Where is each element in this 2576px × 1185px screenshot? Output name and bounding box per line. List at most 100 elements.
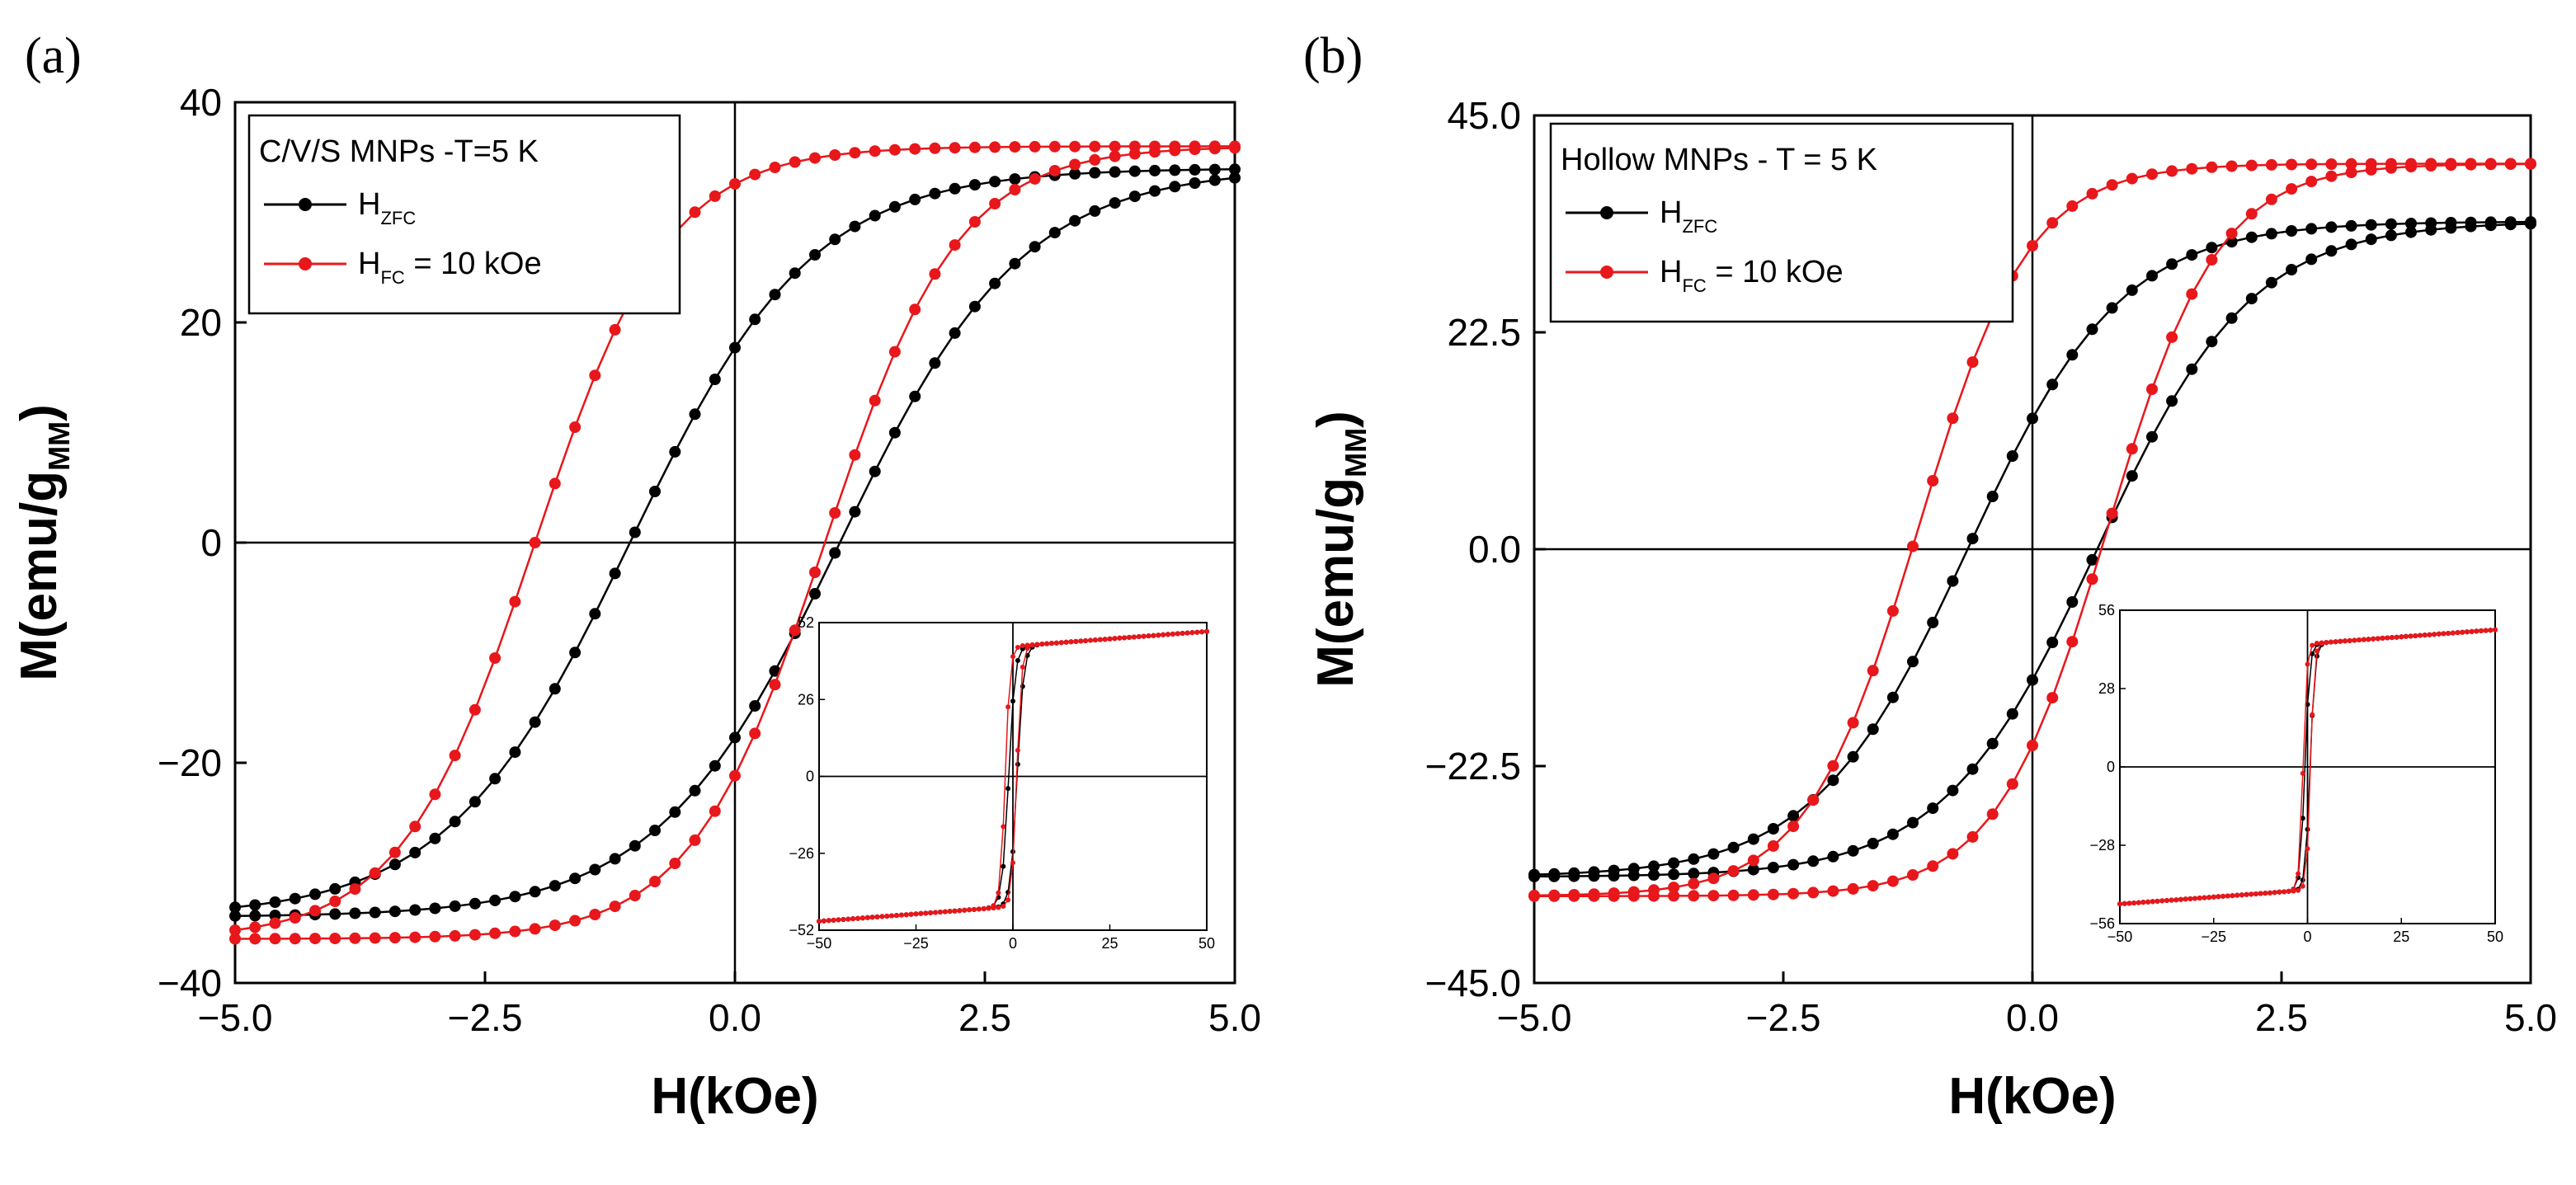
main-data-point <box>1528 889 1540 901</box>
inset-series-fc <box>817 628 1209 924</box>
inset-data-point <box>1127 634 1132 640</box>
main-data-point <box>1189 163 1201 176</box>
main-data-point <box>2225 160 2238 172</box>
main-data-point <box>409 904 421 916</box>
inset-data-point <box>1020 643 1025 648</box>
legend-frame <box>247 114 681 315</box>
panel-label: (b) <box>1303 28 1363 84</box>
main-data-point <box>829 507 841 519</box>
inset-data-point <box>2253 891 2258 896</box>
main-data-point <box>1966 356 1979 369</box>
main-data-point <box>269 917 281 929</box>
inset-data-point <box>1058 640 1064 646</box>
inset-data-point <box>933 910 938 915</box>
main-data-point <box>869 465 881 477</box>
main-data-point <box>1029 172 1041 185</box>
main-data-point <box>249 921 261 933</box>
main-data-point <box>1767 888 1779 901</box>
inset-data-point <box>879 914 885 919</box>
inset-data-point <box>2380 635 2385 641</box>
main-data-point <box>709 805 721 817</box>
main-data-point <box>789 156 801 168</box>
main-data-point <box>2086 323 2098 336</box>
main-data-point <box>1668 868 1680 881</box>
main-data-point <box>749 727 761 740</box>
inset-data-point <box>1151 632 1156 638</box>
main-data-point <box>529 923 541 935</box>
main-data-point <box>2305 158 2318 171</box>
main-data-point <box>2027 674 2038 686</box>
main-data-point <box>1229 172 1241 184</box>
legend-entry-sub: FC <box>1682 275 1706 296</box>
inset-data-point <box>2178 896 2183 902</box>
main-data-point <box>2305 176 2318 188</box>
y-tick-label: −20 <box>158 741 222 784</box>
inset-data-point <box>2164 898 2169 903</box>
main-data-point <box>2006 450 2018 462</box>
inset-data-point <box>2446 631 2451 636</box>
inset-data-point <box>1102 637 1108 642</box>
inset-data-point <box>1005 786 1011 792</box>
main-data-point <box>509 925 521 938</box>
inset-data-point <box>1146 633 1151 639</box>
main-data-point <box>1048 227 1061 239</box>
main-data-point <box>549 880 561 892</box>
main-data-point <box>1747 889 1759 901</box>
main-data-point <box>1907 869 1919 881</box>
main-data-point <box>1029 140 1041 153</box>
main-data-point <box>2166 165 2178 177</box>
main-data-point <box>1867 723 1879 736</box>
main-data-point <box>1827 774 1839 787</box>
inset-y-tick-label: −52 <box>789 922 814 938</box>
inset-data-point <box>2366 637 2371 642</box>
main-data-point <box>1767 823 1779 835</box>
inset-data-point <box>2239 892 2244 898</box>
main-data-point <box>1109 166 1121 178</box>
main-data-point <box>2265 228 2277 240</box>
main-data-point <box>689 834 701 846</box>
main-data-point <box>1986 491 1999 502</box>
main-data-point <box>1009 257 1021 270</box>
main-data-point <box>2027 240 2038 252</box>
main-data-point <box>2504 158 2517 170</box>
legend-entry-label: HFC = 10 kOe <box>358 247 542 288</box>
inset-data-point <box>845 916 851 922</box>
main-data-point <box>2484 158 2497 170</box>
inset-data-point <box>1170 631 1175 637</box>
main-data-point <box>909 390 921 402</box>
main-data-point <box>649 825 661 836</box>
main-data-point <box>929 268 941 280</box>
main-data-point <box>2245 208 2258 220</box>
inset-data-point <box>2357 637 2362 642</box>
main-data-point <box>1128 165 1141 177</box>
inset-x-tick-label: −50 <box>807 935 832 952</box>
main-data-point <box>1727 841 1740 853</box>
main-data-point <box>1089 140 1101 153</box>
main-data-point <box>329 882 341 895</box>
inset-x-tick-label: 25 <box>1101 935 1118 952</box>
main-data-point <box>1568 889 1580 901</box>
inset-data-point <box>2338 638 2343 644</box>
main-data-point <box>1189 177 1201 189</box>
legend-entry-main: H <box>358 187 380 222</box>
inset-data-point <box>2324 640 2329 645</box>
main-data-point <box>369 932 381 944</box>
y-axis-title-close: ) <box>1307 411 1364 428</box>
y-axis-title-close: ) <box>11 404 68 421</box>
inset-data-point <box>2403 633 2409 639</box>
main-data-point <box>2525 158 2536 170</box>
inset-data-point <box>1001 824 1006 830</box>
main-data-point <box>829 149 841 161</box>
inset-data-point <box>2427 632 2432 637</box>
main-data-point <box>509 746 521 759</box>
main-data-point <box>249 910 261 922</box>
main-data-point <box>1169 140 1181 153</box>
inset-data-point <box>898 912 904 918</box>
main-data-point <box>2146 168 2158 181</box>
inset-data-point <box>2328 639 2333 645</box>
inset-data-point <box>1204 628 1209 634</box>
main-data-point <box>2445 217 2457 228</box>
main-data-point <box>2265 276 2277 289</box>
main-data-point <box>449 929 461 942</box>
main-data-point <box>769 289 781 301</box>
